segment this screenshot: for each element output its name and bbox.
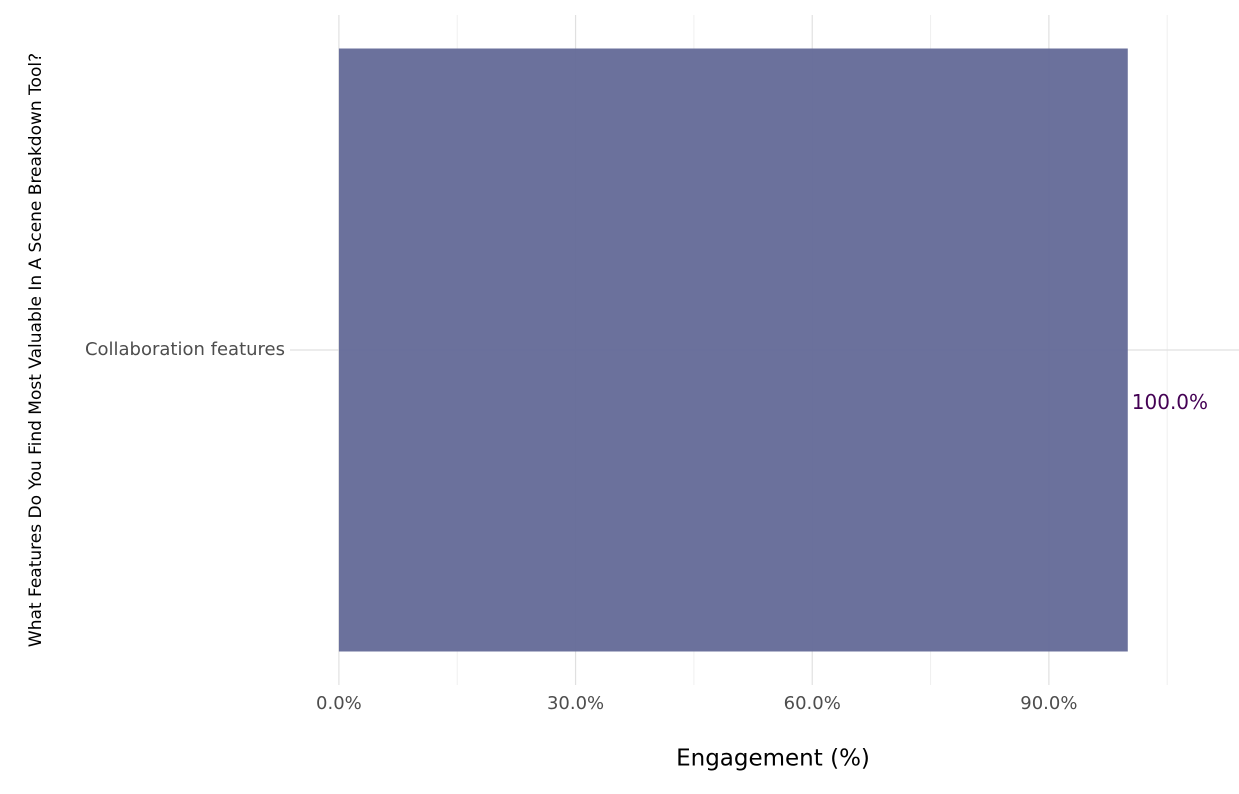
x-tick-label: 0.0% bbox=[316, 693, 362, 714]
y-axis-title: What Features Do You Find Most Valuable … bbox=[26, 53, 46, 647]
x-axis-title: Engagement (%) bbox=[676, 746, 870, 772]
y-tick-label: Collaboration features bbox=[85, 339, 285, 360]
x-tick-label: 90.0% bbox=[1020, 693, 1077, 714]
bar bbox=[338, 48, 1128, 652]
x-tick-label: 60.0% bbox=[784, 693, 841, 714]
x-tick-label: 30.0% bbox=[547, 693, 604, 714]
value-label: 100.0% bbox=[1132, 390, 1208, 414]
